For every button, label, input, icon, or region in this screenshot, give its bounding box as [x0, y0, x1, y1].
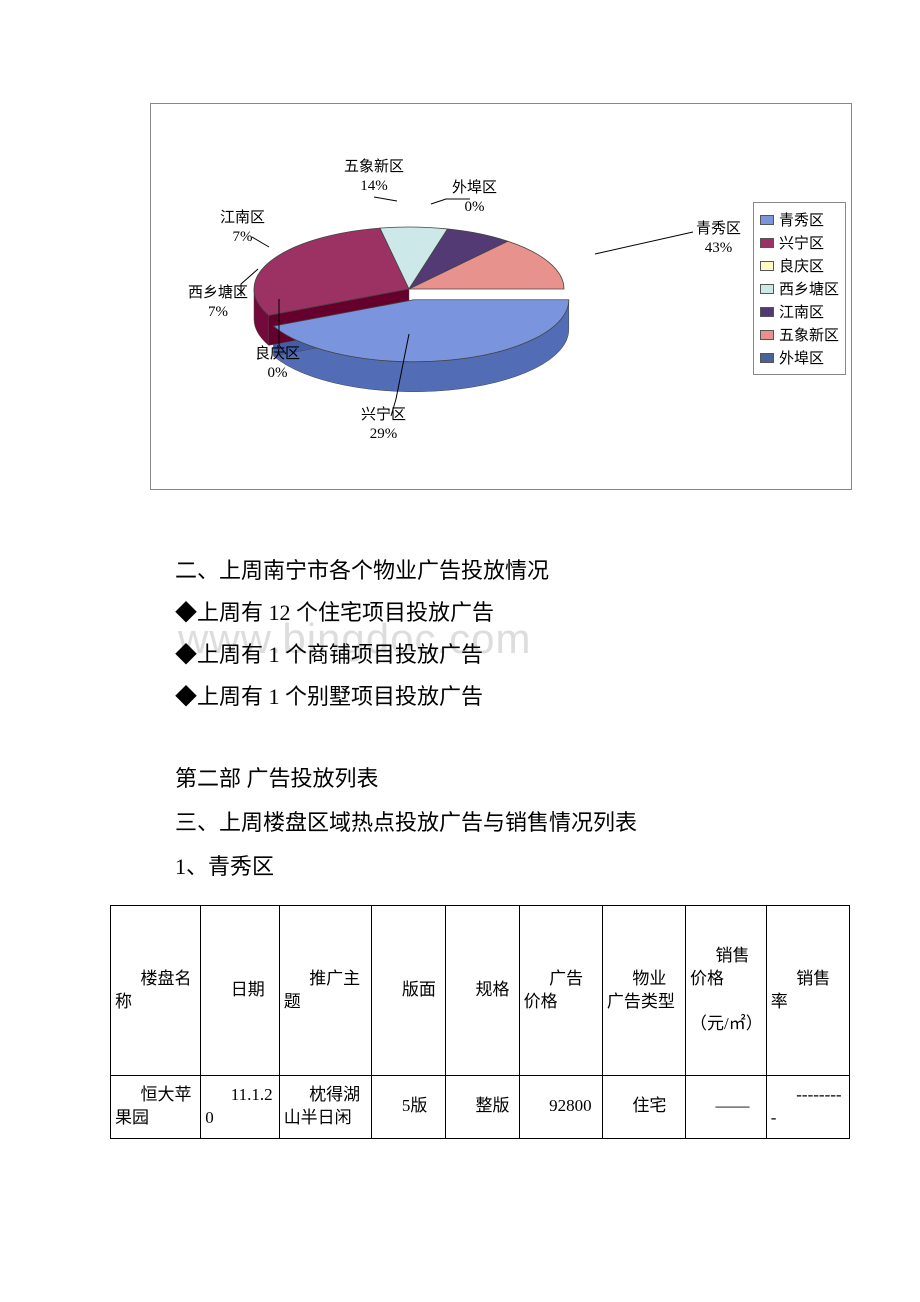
table-header-cell: 销售率	[766, 906, 849, 1076]
table-cell: 整版	[446, 1076, 520, 1139]
legend-item: 兴宁区	[760, 232, 839, 253]
bullet-2: ◆上周有 1 个商铺项目投放广告	[175, 640, 483, 671]
pie-label: 江南区7%	[220, 209, 265, 247]
pie-label: 良庆区0%	[255, 345, 300, 383]
table-cell: ——	[685, 1076, 766, 1139]
table-header-cell: 广告价格	[519, 906, 602, 1076]
table-cell: 恒大苹果园	[111, 1076, 201, 1139]
table-header-cell: 推广主题	[279, 906, 372, 1076]
table-header-cell: 版面	[372, 906, 446, 1076]
table-cell: 92800	[519, 1076, 602, 1139]
table-header-cell: 物业广告类型	[602, 906, 685, 1076]
table-header-row: 楼盘名称日期推广主题版面规格广告价格物业广告类型销售价格（元/㎡）销售率	[111, 906, 850, 1076]
section3-title: 三、上周楼盘区域热点投放广告与销售情况列表	[175, 808, 637, 839]
ad-table: 楼盘名称日期推广主题版面规格广告价格物业广告类型销售价格（元/㎡）销售率恒大苹果…	[110, 905, 850, 1139]
table-header-cell: 楼盘名称	[111, 906, 201, 1076]
table-cell: 住宅	[602, 1076, 685, 1139]
table-header-cell: 销售价格（元/㎡）	[685, 906, 766, 1076]
legend-item: 江南区	[760, 301, 839, 322]
subsection-1: 1、青秀区	[175, 852, 274, 883]
table-cell: ---------	[766, 1076, 849, 1139]
pie-label: 西乡塘区7%	[188, 284, 248, 322]
bullet-3: ◆上周有 1 个别墅项目投放广告	[175, 682, 483, 713]
legend-item: 外埠区	[760, 347, 839, 368]
legend-item: 五象新区	[760, 324, 839, 345]
part2-title: 第二部 广告投放列表	[175, 764, 379, 795]
pie-label: 外埠区0%	[452, 179, 497, 217]
pie-chart-svg	[151, 104, 853, 491]
chart-legend: 青秀区兴宁区良庆区西乡塘区江南区五象新区外埠区	[753, 202, 846, 375]
table-cell: 11.1.20	[201, 1076, 279, 1139]
bullet-1: ◆上周有 12 个住宅项目投放广告	[175, 598, 494, 629]
table-wrap: 楼盘名称日期推广主题版面规格广告价格物业广告类型销售价格（元/㎡）销售率恒大苹果…	[110, 905, 850, 1139]
legend-item: 青秀区	[760, 209, 839, 230]
pie-label: 兴宁区29%	[361, 406, 406, 444]
legend-item: 良庆区	[760, 255, 839, 276]
pie-label: 青秀区43%	[696, 220, 741, 258]
table-row: 恒大苹果园11.1.20枕得湖山半日闲5版整版92800住宅——--------…	[111, 1076, 850, 1139]
table-header-cell: 规格	[446, 906, 520, 1076]
table-cell: 5版	[372, 1076, 446, 1139]
table-header-cell: 日期	[201, 906, 279, 1076]
table-cell: 枕得湖山半日闲	[279, 1076, 372, 1139]
pie-label: 五象新区14%	[344, 158, 404, 196]
legend-item: 西乡塘区	[760, 278, 839, 299]
pie-chart-container: 青秀区兴宁区良庆区西乡塘区江南区五象新区外埠区 青秀区43% 五象新区14% 外埠区…	[150, 103, 852, 490]
section2-title: 二、上周南宁市各个物业广告投放情况	[175, 556, 549, 587]
